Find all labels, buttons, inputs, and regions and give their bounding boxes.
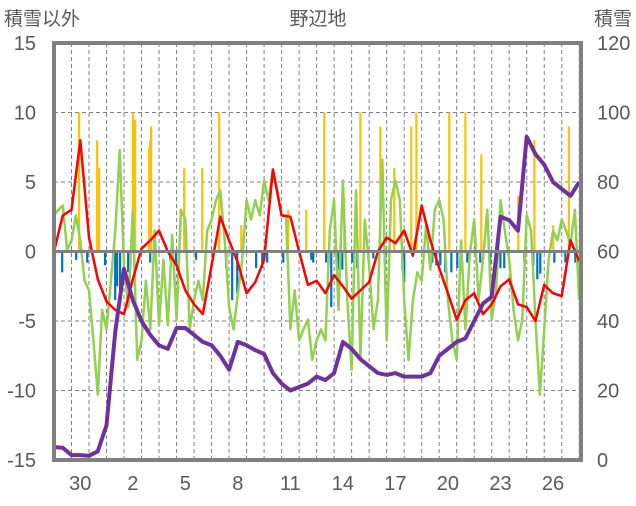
right-tick-label: 80 [597, 172, 619, 194]
x-tick-label: 8 [232, 473, 243, 495]
blue-bar [553, 251, 556, 263]
yellow-bar [287, 209, 290, 252]
right-tick-label: 60 [597, 242, 619, 264]
yellow-bar [131, 112, 135, 252]
right-tick-label: 0 [597, 450, 608, 472]
blue-bar [194, 251, 198, 260]
x-tick-label: 30 [69, 473, 91, 495]
left-tick-label: 15 [14, 33, 36, 55]
blue-bar [564, 251, 567, 263]
blue-bar [341, 251, 344, 270]
x-tick-label: 26 [542, 473, 564, 495]
blue-bar [175, 251, 178, 266]
left-tick-label: 5 [25, 172, 36, 194]
yellow-bar [393, 168, 396, 252]
blue-bar [231, 251, 234, 301]
blue-bar [86, 251, 89, 263]
blue-bar [351, 251, 354, 263]
axis-ticks: 15 10 5 0 -5 -10 -15 120 100 80 60 40 20 0 30 2 5 8 11 14 17… [7, 33, 630, 495]
blue-bar [503, 251, 506, 269]
line-series [52, 134, 581, 458]
x-tick-label: 23 [489, 473, 511, 495]
blue-bar [466, 251, 469, 263]
blue-bar [337, 251, 340, 270]
yellow-bar [201, 168, 204, 252]
purple-series-line [53, 134, 581, 458]
right-tick-label: 40 [597, 311, 619, 333]
blue-bar [261, 251, 264, 269]
blue-bar [372, 251, 375, 259]
blue-bar [479, 251, 482, 263]
yellow-bar [533, 140, 536, 252]
blue-bar [310, 251, 313, 260]
right-tick-label: 20 [597, 381, 619, 403]
blue-bar [539, 251, 542, 274]
yellow-bar [78, 112, 81, 252]
right-tick-label: 120 [597, 33, 630, 55]
blue-bar [119, 251, 122, 294]
blue-bar [103, 251, 107, 266]
x-tick-label: 2 [127, 473, 138, 495]
blue-bar [266, 251, 269, 263]
yellow-bar [218, 112, 221, 252]
blue-bar [403, 251, 406, 283]
blue-bar [149, 251, 152, 263]
blue-bar [325, 251, 328, 263]
yellow-bar [359, 112, 362, 252]
blue-bar [61, 251, 64, 273]
left-tick-label: 0 [25, 242, 36, 264]
yellow-bar [305, 209, 308, 252]
x-tick-label: 11 [280, 473, 301, 495]
right-axis-title: 積雪 [594, 8, 632, 30]
red-series-line [52, 139, 581, 323]
yellow-bar [149, 126, 153, 252]
yellow-bar [323, 112, 326, 252]
blue-bar [114, 251, 117, 301]
blue-bar [439, 251, 442, 266]
yellow-bar [480, 154, 483, 252]
blue-bar [574, 251, 577, 263]
left-tick-label: -5 [18, 311, 36, 333]
x-tick-label: 20 [437, 473, 459, 495]
left-axis-title: 積雪以外 [4, 8, 80, 30]
yellow-bar [567, 126, 570, 252]
plot-area-border [52, 41, 583, 462]
blue-bar [255, 251, 258, 269]
green-series-line [53, 148, 581, 396]
yellow-bar [240, 225, 243, 252]
yellow-bar [134, 119, 137, 252]
left-tick-label: -15 [7, 450, 36, 472]
yellow-bar [448, 112, 451, 252]
yellow-bar [410, 126, 413, 252]
yellow-bar [464, 112, 467, 252]
yellow-bar [552, 225, 555, 252]
blue-bar [282, 251, 285, 263]
right-tick-label: 100 [597, 103, 630, 125]
blue-bar [236, 251, 239, 294]
bar-series [61, 112, 577, 308]
chart-title: 野辺地 [289, 8, 346, 30]
left-tick-label: -10 [7, 381, 36, 403]
x-tick-label: 5 [180, 473, 191, 495]
yellow-bar [97, 168, 101, 252]
x-tick-label: 14 [332, 473, 354, 495]
blue-bar [450, 251, 453, 273]
left-tick-label: 10 [14, 103, 36, 125]
yellow-bar [183, 168, 186, 252]
yellow-bar [415, 112, 418, 252]
blue-bar [116, 251, 119, 287]
x-tick-label: 17 [384, 473, 406, 495]
blue-bar [456, 251, 459, 269]
blue-bar [536, 251, 539, 280]
blue-bar [75, 251, 78, 260]
blue-bar [312, 251, 315, 263]
blue-bar [499, 251, 502, 269]
blue-bar [127, 251, 130, 273]
